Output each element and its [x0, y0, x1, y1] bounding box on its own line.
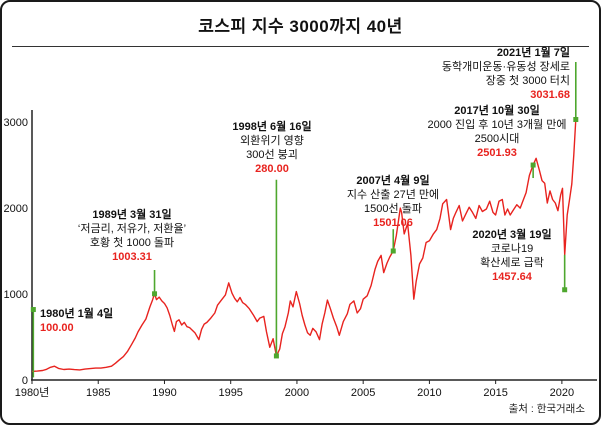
annotation-marker	[152, 291, 158, 297]
annotation-date: 2020년 3월 19일	[472, 229, 552, 241]
annotation-value: 3031.68	[530, 89, 570, 101]
annotation-1989: 1989년 3월 31일 ‘저금리, 저유가, 저환율’ 호황 첫 1000 돌…	[52, 208, 212, 264]
annotation-text-line: 300선 붕괴	[246, 149, 298, 161]
annotation-value: 2501.93	[477, 147, 517, 159]
annotation-marker	[273, 353, 279, 359]
annotation-date: 2007년 4월 9일	[356, 175, 430, 187]
annotation-value: 1501.06	[373, 217, 413, 229]
y-tick-label: 0	[22, 375, 28, 387]
annotation-marker	[30, 307, 36, 313]
annotation-date: 1989년 3월 31일	[92, 209, 172, 221]
annotation-text-line: 동학개미운동·유동성 장세로	[441, 61, 570, 73]
annotation-value: 280.00	[255, 163, 289, 175]
annotation-date: 2021년 1월 7일	[496, 47, 570, 59]
annotation-text-line: 확산세로 급락	[480, 257, 544, 269]
x-tick-label: 1980년	[15, 386, 50, 399]
annotation-text-line: ‘저금리, 저유가, 저환율’	[77, 223, 187, 235]
x-tick-label: 2000	[285, 387, 309, 399]
annotation-marker	[390, 248, 396, 254]
annotation-2020: 2020년 3월 19일 코로나19 확산세로 급락 1457.64	[464, 228, 560, 284]
annotation-date: 2017년 10월 30일	[454, 105, 540, 117]
annotation-1998: 1998년 6월 16일 외환위기 영향 300선 붕괴 280.00	[202, 120, 342, 176]
x-tick-label: 2020	[550, 387, 574, 399]
annotation-text-line: 2500시대	[474, 133, 520, 145]
annotation-text-line: 1500선 돌파	[364, 203, 422, 215]
annotation-1980: 1980년 1월 4일 100.00	[40, 307, 113, 335]
chart-title: 코스피 지수 3000까지 40년	[198, 17, 403, 36]
annotation-date: 1998년 6월 16일	[232, 121, 312, 133]
annotation-text-line: 2000 진입 후 10년 3개월 만에	[427, 119, 567, 131]
x-tick-label: 2015	[483, 387, 507, 399]
source-credit: 출처 : 한국거래소	[508, 403, 585, 415]
x-tick-label: 1985	[86, 387, 110, 399]
x-tick-label: 1990	[152, 387, 176, 399]
annotation-date: 1980년 1월 4일	[40, 308, 114, 320]
annotation-value: 1457.64	[492, 271, 532, 283]
annotation-value: 1003.31	[112, 251, 152, 263]
title-bar: 코스피 지수 3000까지 40년	[12, 7, 589, 47]
annotation-text-line: 장중 첫 3000 터치	[485, 75, 570, 87]
y-tick-label: 2000	[4, 203, 28, 215]
annotation-text-line: 외환위기 영향	[240, 135, 304, 147]
annotation-marker	[573, 116, 579, 122]
x-tick-label: 1995	[218, 387, 242, 399]
annotation-2021: 2021년 1월 7일 동학개미운동·유동성 장세로 장중 첫 3000 터치 …	[398, 46, 570, 102]
y-tick-label: 1000	[4, 289, 28, 301]
annotation-marker	[530, 162, 536, 168]
x-tick-label: 2010	[417, 387, 441, 399]
y-tick-label: 3000	[4, 117, 28, 129]
annotation-marker	[562, 287, 568, 293]
annotation-2007: 2007년 4월 9일 지수 산출 27년 만에 1500선 돌파 1501.0…	[322, 174, 464, 230]
annotation-text-line: 지수 산출 27년 만에	[346, 189, 440, 201]
annotation-text-line: 코로나19	[490, 243, 534, 255]
annotation-2017: 2017년 10월 30일 2000 진입 후 10년 3개월 만에 2500시…	[411, 104, 583, 160]
annotation-value: 100.00	[40, 322, 74, 334]
x-tick-label: 2005	[351, 387, 375, 399]
annotation-text-line: 호황 첫 1000 돌파	[89, 237, 175, 249]
